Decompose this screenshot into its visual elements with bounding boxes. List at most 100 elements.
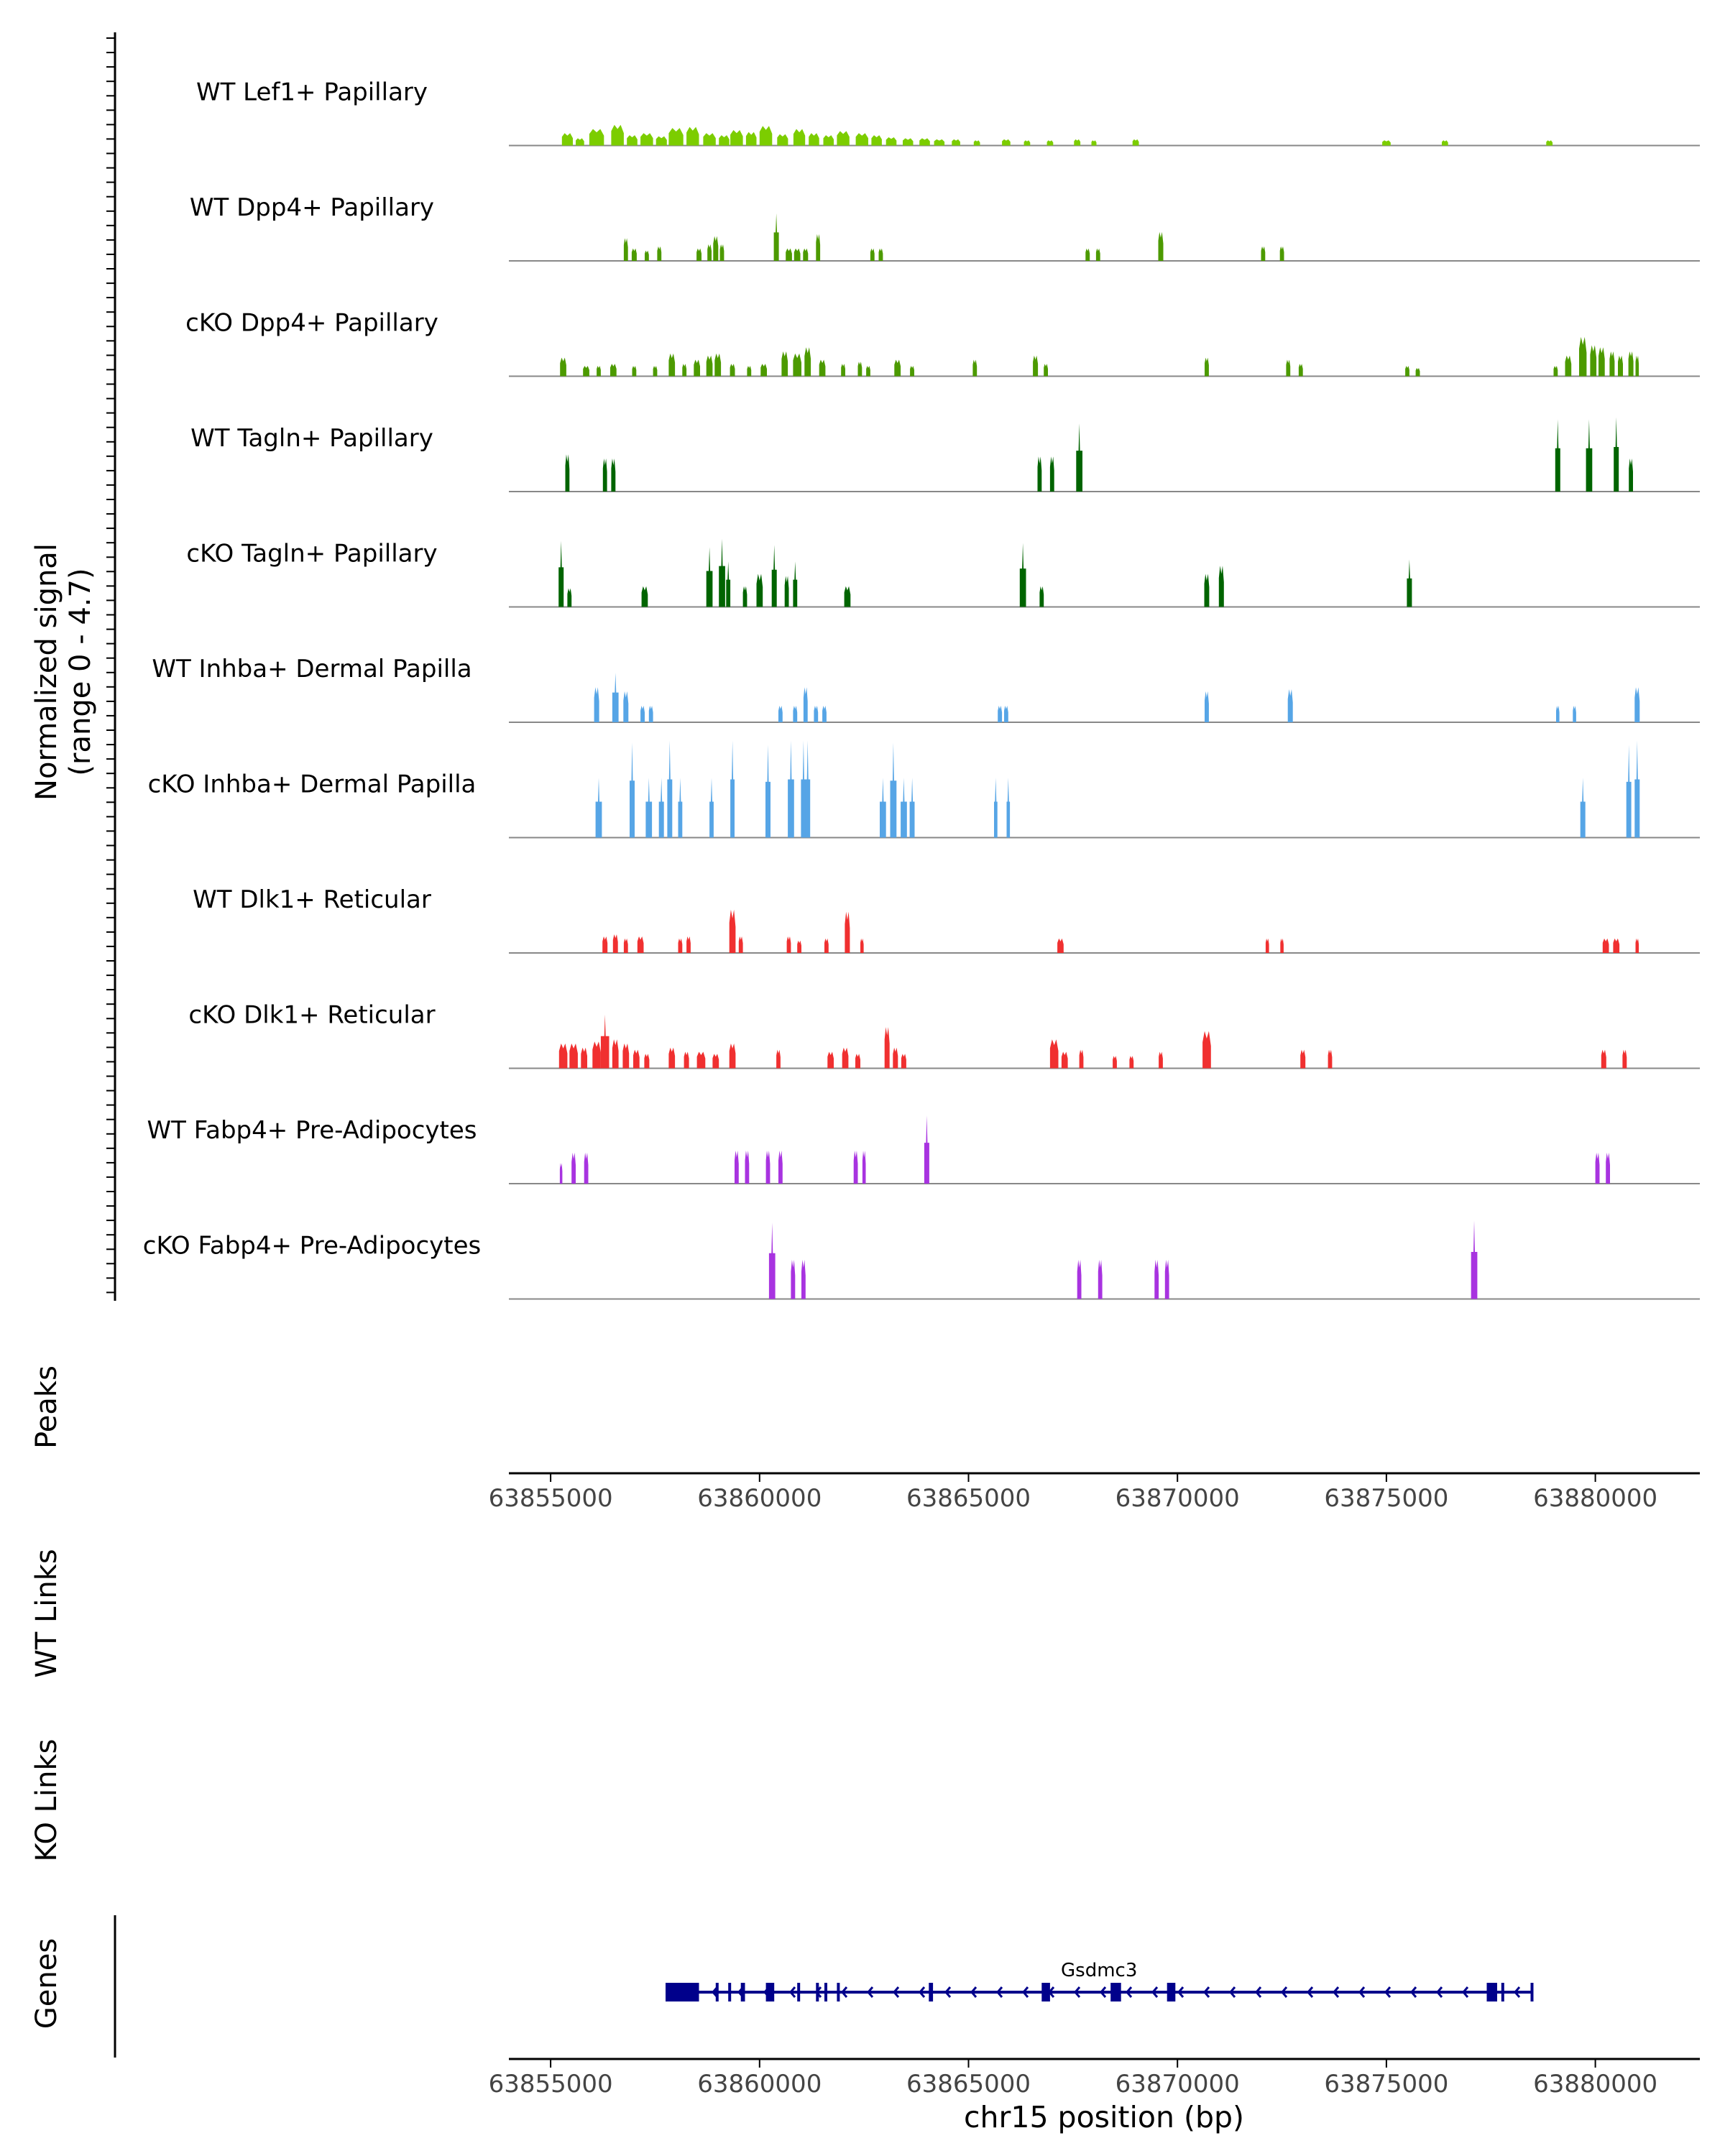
genes-section-label: Genes: [30, 1938, 63, 2029]
strand-arrow: [1177, 1986, 1184, 1998]
coverage-peak: [1095, 248, 1100, 261]
coverage-peak: [919, 138, 930, 146]
coverage-peak: [713, 236, 719, 261]
track-1: WT Lef1+ Papillary: [196, 78, 1700, 147]
track-10: WT Fabp4+ Pre-Adipocytes: [147, 1115, 1700, 1184]
gene-exon: [728, 1983, 732, 2001]
coverage-peak: [1598, 347, 1605, 377]
coverage-peak: [973, 140, 980, 146]
track-label: WT Inhba+ Dermal Papilla: [152, 655, 472, 683]
wt-links-section-label: WT Links: [30, 1549, 63, 1677]
coverage-peak: [819, 359, 826, 377]
coverage-peak: [803, 687, 808, 722]
coverage-peak: [816, 234, 821, 261]
coverage-peak: [866, 366, 870, 377]
coverage-peak: [855, 133, 868, 146]
coverage-peak: [1037, 456, 1042, 492]
coverage-peak: [1618, 355, 1623, 377]
x-tick-label: 63880000: [1533, 1484, 1657, 1513]
coverage-peak: [781, 351, 788, 377]
signal-axis-title-line2: (range 0 - 4.7): [64, 568, 97, 775]
coverage-peak: [719, 244, 724, 261]
coverage-peak: [841, 364, 845, 377]
x-axis-title: chr15 position (bp): [964, 2100, 1244, 2134]
coverage-peak: [686, 936, 691, 953]
strand-arrow: [1100, 1986, 1107, 1998]
coverage-peak: [1204, 573, 1210, 607]
coverage-peak: [1061, 1051, 1068, 1069]
coverage-peak: [1573, 706, 1576, 722]
x-tick-label: 63880000: [1533, 2070, 1657, 2099]
coverage-peak: [1586, 419, 1593, 492]
coverage-peak: [1049, 1039, 1059, 1069]
coverage-peak: [657, 246, 662, 261]
coverage-peak: [1590, 345, 1597, 377]
strand-arrow: [1358, 1986, 1366, 1998]
x-tick-label: 63875000: [1324, 1484, 1448, 1513]
strand-arrow: [919, 1986, 926, 1998]
strand-arrow: [1281, 1986, 1288, 1998]
coverage-peak: [1287, 689, 1293, 722]
x-tick-label: 63870000: [1116, 2070, 1240, 2099]
coverage-peak: [886, 137, 897, 146]
coverage-peak: [1046, 140, 1054, 146]
coverage-peak: [1382, 140, 1391, 146]
coverage-peak: [1039, 586, 1044, 607]
coverage-peak: [565, 454, 570, 492]
x-tick-label: 63855000: [489, 2070, 613, 2099]
coverage-peak: [1298, 364, 1303, 377]
strand-arrow: [996, 1986, 1003, 1998]
coverage-peak: [576, 138, 584, 146]
track-label: cKO Dlk1+ Reticular: [188, 1001, 435, 1030]
coverage-peak: [1019, 543, 1026, 607]
coverage-peak: [952, 139, 960, 146]
coverage-peak: [611, 124, 624, 146]
coverage-peak: [855, 1054, 860, 1069]
coverage-peak: [862, 1151, 866, 1184]
coverage-peak: [668, 353, 676, 377]
coverage-peak: [611, 459, 616, 492]
ko-links-section-label: KO Links: [30, 1739, 63, 1862]
coverage-peak: [719, 135, 730, 146]
coverage-peak: [998, 706, 1003, 722]
coverage-peak: [712, 1054, 719, 1069]
strand-arrow: [1462, 1986, 1469, 1998]
coverage-peak: [645, 778, 653, 838]
coverage-peak: [703, 133, 716, 146]
coverage-peak: [1556, 706, 1560, 722]
coverage-peak: [648, 706, 653, 722]
coverage-peak: [1113, 1056, 1117, 1069]
coverage-peak: [788, 740, 794, 838]
coverage-peak: [1601, 1049, 1606, 1069]
position-axis-top-ticks: 63855000 63860000 63865000 63870000 63875000…: [489, 1473, 1657, 1513]
coverage-peak: [640, 706, 645, 722]
coverage-peak: [644, 1054, 650, 1069]
strand-arrow: [970, 1986, 978, 1998]
strand-arrow: [1203, 1986, 1210, 1998]
coverage-peak: [771, 545, 777, 607]
coverage-peak: [1635, 938, 1639, 953]
coverage-peak: [1546, 140, 1553, 146]
coverage-peak: [597, 366, 601, 377]
coverage-peak: [776, 1049, 781, 1069]
coverage-peak: [745, 132, 757, 146]
gene-exon: [666, 1983, 699, 2001]
coverage-peak: [730, 740, 735, 838]
x-tick-label: 63860000: [697, 2070, 822, 2099]
coverage-peak: [1057, 938, 1064, 953]
strand-arrow: [1126, 1986, 1133, 1998]
coverage-peak: [637, 936, 644, 953]
coverage-peak: [1407, 559, 1412, 607]
coverage-peak: [602, 459, 607, 492]
track-label: WT Tagln+ Papillary: [190, 424, 433, 453]
coverage-peak: [694, 359, 700, 377]
signal-axis-ticks: [106, 37, 115, 1294]
coverage-peak: [1565, 355, 1572, 377]
gene-track: Gsdmc3: [666, 1960, 1534, 2001]
coverage-peak: [773, 213, 779, 261]
coverage-peak: [1091, 140, 1097, 146]
coverage-peak: [719, 538, 725, 607]
gene-exon: [824, 1983, 827, 2001]
coverage-peak: [1415, 368, 1420, 377]
coverage-peak: [706, 355, 713, 377]
